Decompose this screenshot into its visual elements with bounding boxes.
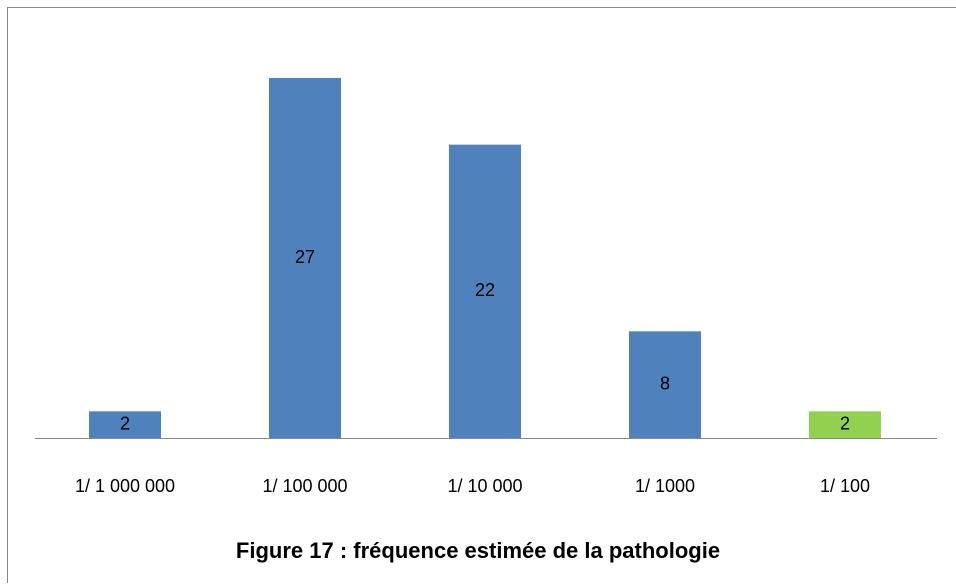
- x-tick-label: 1/ 100 000: [262, 476, 347, 496]
- data-label: 8: [660, 373, 670, 393]
- x-tick-label: 1/ 10 000: [447, 476, 522, 496]
- chart-title: Figure 17 : fréquence estimée de la path…: [236, 538, 720, 563]
- x-tick-label: 1/ 1 000 000: [75, 476, 175, 496]
- x-tick-label: 1/ 100: [820, 476, 870, 496]
- x-tick-label: 1/ 1000: [635, 476, 695, 496]
- data-label: 2: [120, 413, 130, 433]
- data-label: 22: [475, 280, 495, 300]
- data-label: 2: [840, 413, 850, 433]
- data-label: 27: [295, 247, 315, 267]
